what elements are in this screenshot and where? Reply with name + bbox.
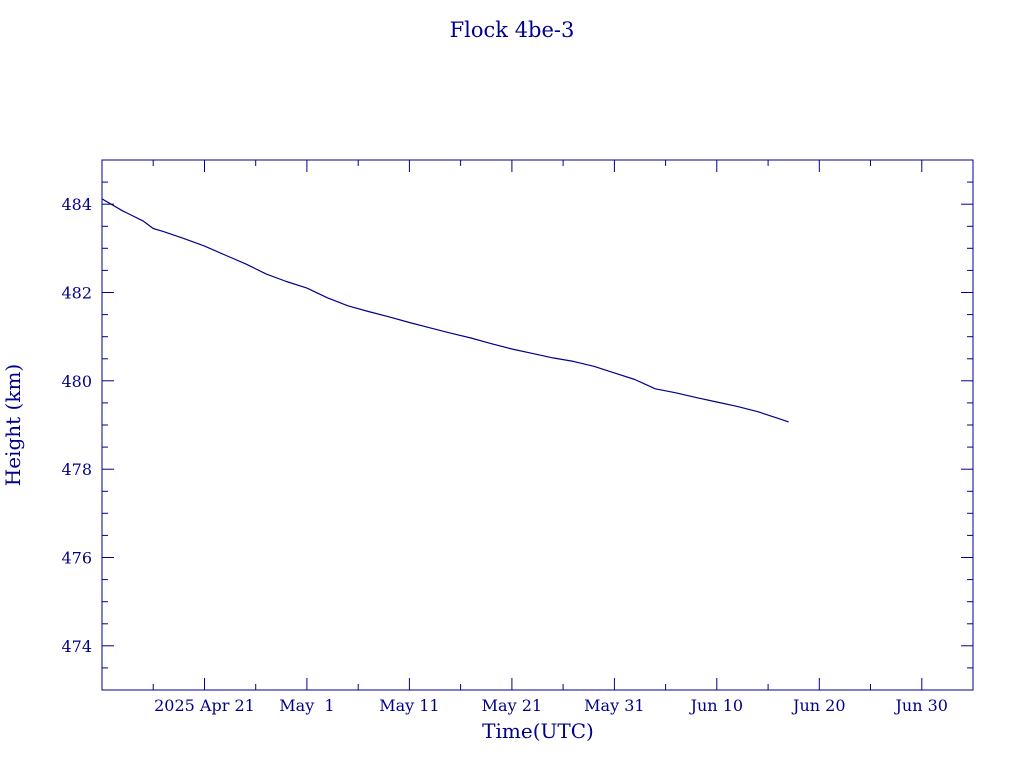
y-tick-label: 482: [61, 284, 92, 303]
x-tick-label: May 11: [379, 696, 439, 715]
x-tick-label: Jun 30: [894, 696, 948, 715]
y-axis-title: Height (km): [1, 364, 25, 486]
x-tick-label: May 21: [482, 696, 542, 715]
x-axis-ticks: 2025 Apr 21 May 1 May 11 May 21 May 31 Jun 10…: [101, 160, 974, 715]
chart-title: Flock 4be-3: [450, 18, 575, 42]
y-tick-label: 478: [61, 460, 92, 479]
x-tick-label: Jun 10: [689, 696, 743, 715]
height-series-line: [101, 198, 789, 423]
x-tick-label: May 1: [279, 696, 334, 715]
x-tick-label: May 31: [584, 696, 644, 715]
y-tick-label: 480: [61, 372, 92, 391]
y-tick-label: 484: [61, 195, 92, 214]
x-tick-label: 2025 Apr 21: [154, 696, 255, 715]
y-tick-label: 474: [61, 637, 92, 656]
y-tick-label: 476: [61, 549, 92, 568]
y-axis-ticks: 474 476 478 480 482 484: [61, 159, 973, 691]
series-layer: [101, 198, 789, 423]
x-axis-title: Time(UTC): [482, 719, 594, 743]
x-tick-label: Jun 20: [791, 696, 845, 715]
